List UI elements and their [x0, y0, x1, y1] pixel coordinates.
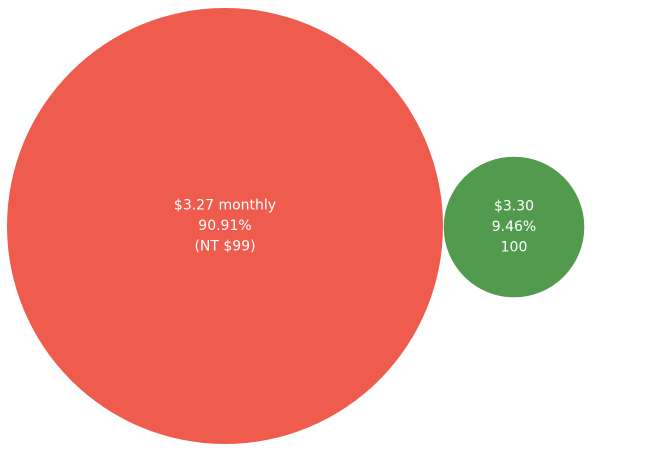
bubble-a[interactable]: [7, 8, 443, 444]
bubble-b-label-0: $3.30: [494, 199, 534, 215]
bubble-a-label-2: (NT $99): [194, 239, 255, 255]
bubble-a-label-1: 90.91%: [198, 218, 251, 234]
bubble-a-label-0: $3.27 monthly: [174, 198, 276, 214]
bubble-b[interactable]: [443, 156, 585, 298]
bubbles-group: $3.27 monthly 90.91% (NT $99) $3.30 9.46% 100: [7, 8, 585, 444]
bubble-b-label-1: 9.46%: [492, 219, 536, 235]
bubble-b-label-2: 100: [501, 240, 528, 256]
